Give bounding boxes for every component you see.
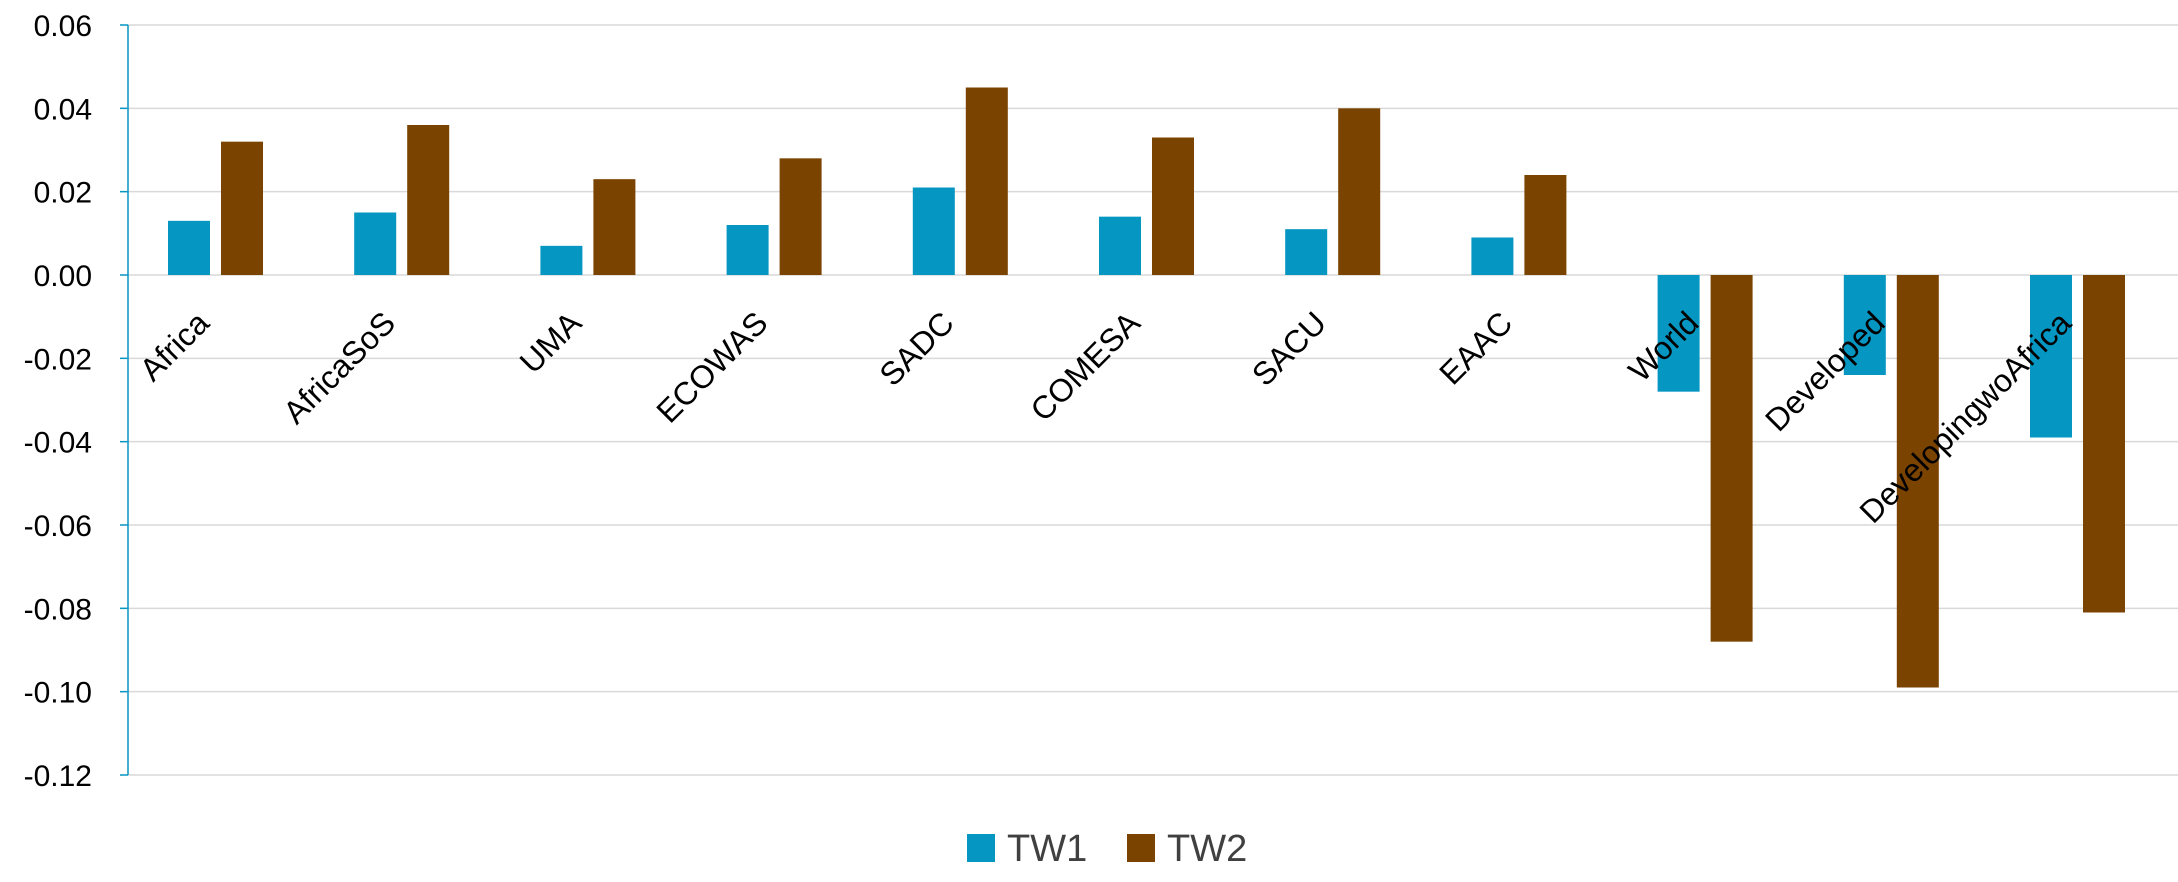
y-axis: 0.06 0.04 0.02 0.00 -0.02 -0.04 -0.06 -0.08 -0.1… xyxy=(24,10,129,793)
bar-tw2-africa xyxy=(221,141,263,275)
legend-label-tw1: TW1 xyxy=(1007,828,1087,870)
y-tick-label: -0.04 xyxy=(24,427,92,460)
bar-tw2-uma xyxy=(593,179,636,275)
y-tick-label: -0.08 xyxy=(24,593,92,626)
category-label: AfricaSoS xyxy=(276,304,402,430)
category-label: COMESA xyxy=(1023,304,1147,428)
bar-tw2-comesa xyxy=(1152,137,1194,275)
y-tick-label: 0.00 xyxy=(34,260,92,293)
y-tick-label: -0.06 xyxy=(24,510,92,543)
category-label: Africa xyxy=(133,304,216,387)
y-tick-label: -0.12 xyxy=(24,760,92,793)
category-label: SADC xyxy=(872,304,960,392)
bar-tw1-uma xyxy=(540,245,583,275)
bar-tw1-eaac xyxy=(1471,237,1514,275)
category-label: ECOWAS xyxy=(649,304,774,429)
legend: TW1 TW2 xyxy=(967,828,1247,870)
y-tick-label: -0.10 xyxy=(24,677,92,710)
legend-label-tw2: TW2 xyxy=(1167,828,1247,870)
bar-tw2-world xyxy=(1710,275,1753,642)
bar-tw2-developingwoafrica xyxy=(2083,275,2125,613)
bar-tw2-sacu xyxy=(1338,108,1381,275)
bars xyxy=(168,87,2125,688)
bar-tw1-africa xyxy=(168,220,210,275)
category-labels: Africa AfricaSoS UMA ECOWAS SADC COMESA SACU EA… xyxy=(133,304,2078,530)
gridlines xyxy=(128,24,2178,776)
bar-tw1-sacu xyxy=(1285,229,1328,275)
y-tick-label: 0.02 xyxy=(34,177,92,210)
bar-tw1-world xyxy=(1657,275,1700,392)
bar-tw1-developingwoafrica xyxy=(2030,275,2072,438)
bar-tw2-eaac xyxy=(1524,175,1567,275)
bar-tw1-sadc xyxy=(912,187,955,275)
legend-swatch-tw1 xyxy=(967,834,995,862)
y-tick-label: 0.04 xyxy=(34,93,92,126)
y-tick-label: 0.06 xyxy=(34,10,92,43)
bar-tw2-developed xyxy=(1896,275,1939,688)
bar-tw2-africasos xyxy=(407,125,450,275)
bar-tw1-africasos xyxy=(354,212,397,275)
category-label: SACU xyxy=(1245,304,1333,392)
y-tick-label: -0.02 xyxy=(24,343,92,376)
category-label: UMA xyxy=(513,304,589,380)
bar-tw1-ecowas xyxy=(726,225,769,275)
category-label: EAAC xyxy=(1432,304,1519,391)
bar-tw1-developed xyxy=(1843,275,1886,375)
bar-tw1-comesa xyxy=(1099,216,1141,275)
bar-tw2-sadc xyxy=(965,87,1008,275)
legend-swatch-tw2 xyxy=(1127,834,1155,862)
bar-tw2-ecowas xyxy=(779,158,822,275)
